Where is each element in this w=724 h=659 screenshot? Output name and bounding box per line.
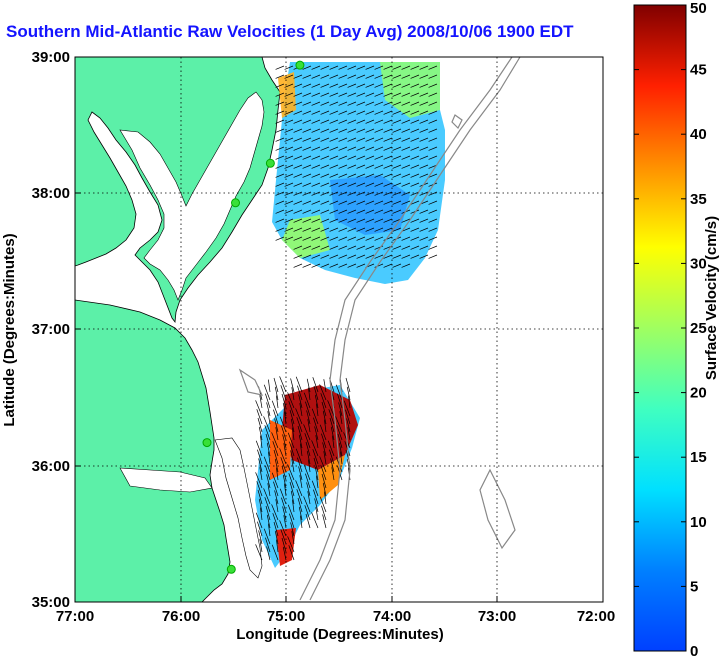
colorbar-tick-label: 20	[690, 385, 707, 402]
y-tick-label: 35:00	[32, 594, 70, 611]
radar-station-marker	[231, 198, 241, 208]
chesapeake-bay	[119, 91, 265, 301]
x-axis-title: Longitude (Degrees:Minutes)	[236, 626, 444, 643]
velocity-arrows-north	[275, 65, 438, 268]
y-tick-label: 36:00	[32, 458, 70, 475]
colorbar-tick-label: 45	[690, 62, 707, 79]
colorbar-tick-label: 5	[690, 578, 698, 595]
map-plot-area	[75, 57, 603, 602]
velocity-field-north	[272, 62, 445, 284]
y-tick-label: 39:00	[32, 49, 70, 66]
land-mass-lower	[75, 299, 231, 602]
x-tick-label: 73:00	[478, 608, 516, 625]
x-tick-label: 74:00	[373, 608, 411, 625]
x-tick-label: 76:00	[162, 608, 200, 625]
radar-station-marker	[202, 438, 212, 448]
radar-station-marker	[295, 60, 305, 70]
x-tick-label: 75:00	[267, 608, 305, 625]
albemarle-sound	[119, 467, 213, 493]
colorbar-tick-label: 10	[690, 514, 707, 531]
radar-station-marker	[226, 564, 236, 574]
colorbar-tick-label: 30	[690, 255, 707, 272]
bathymetry-contours	[238, 57, 521, 601]
y-tick-label: 37:00	[32, 321, 70, 338]
colorbar-tick-label: 35	[690, 191, 707, 208]
velocity-arrows-south	[255, 376, 351, 561]
x-axis: 77:00 76:00 75:00 74:00 73:00 72:00 Long…	[56, 596, 615, 643]
colorbar-title: Surface Velocity (cm/s)	[703, 216, 720, 380]
map-grid	[75, 57, 603, 602]
radar-stations	[202, 60, 305, 574]
colorbar-tick-label: 0	[690, 643, 698, 659]
y-axis: 39:00 38:00 37:00 36:00 35:00 Latitude (…	[1, 49, 81, 611]
colorbar-scale	[633, 4, 687, 652]
colorbar-tick-label: 15	[690, 449, 707, 466]
y-axis-title: Latitude (Degrees:Minutes)	[1, 233, 18, 426]
colorbar-tick-label: 25	[690, 320, 707, 337]
map-title: Southern Mid-Atlantic Raw Velocities (1 …	[6, 22, 574, 41]
y-tick-label: 38:00	[32, 185, 70, 202]
colorbar-tick-label: 40	[690, 126, 707, 143]
radar-station-marker	[265, 158, 275, 168]
colorbar-tick-label: 50	[690, 0, 707, 17]
pamlico-sound	[214, 437, 263, 579]
x-tick-label: 77:00	[56, 608, 94, 625]
x-tick-label: 72:00	[577, 608, 615, 625]
